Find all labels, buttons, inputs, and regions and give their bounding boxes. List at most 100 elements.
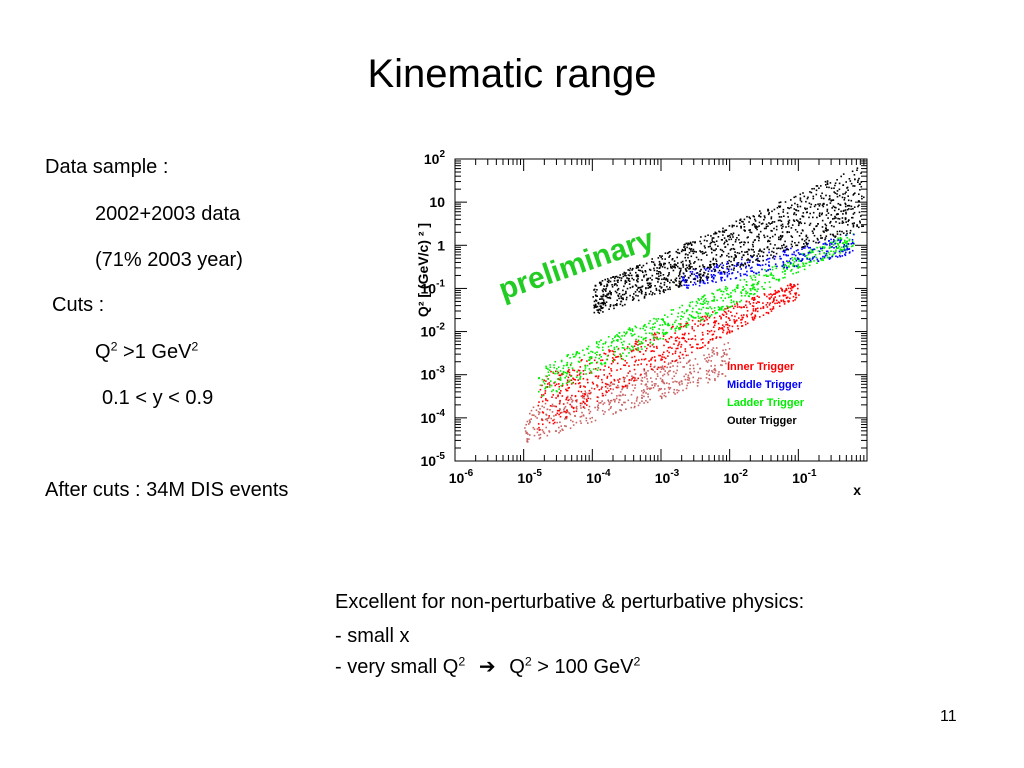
- outer-trigger-point: [648, 268, 651, 271]
- inner-trigger-point: [774, 302, 776, 305]
- ladder-trigger-point: [649, 341, 652, 344]
- outer-trigger-point: [629, 272, 632, 274]
- outer-trigger-point: [617, 281, 619, 283]
- outer-trigger-point: [766, 246, 769, 248]
- ladder-trigger-point: [569, 357, 571, 359]
- background-point: [647, 370, 649, 372]
- background-point: [694, 358, 697, 360]
- background-point: [686, 362, 688, 365]
- x-tick-label: 10-6: [449, 468, 474, 486]
- ladder-trigger-point: [648, 322, 650, 325]
- middle-trigger-point: [781, 265, 783, 267]
- inner-trigger-point: [545, 380, 547, 382]
- outer-trigger-point: [747, 236, 749, 238]
- outer-trigger-point: [714, 249, 716, 252]
- outer-trigger-point: [742, 254, 745, 257]
- background-point: [627, 399, 630, 402]
- inner-trigger-point: [789, 293, 792, 295]
- ladder-trigger-point: [705, 307, 708, 309]
- ladder-trigger-point: [570, 362, 573, 364]
- inner-trigger-point: [580, 359, 582, 362]
- inner-trigger-point: [584, 386, 586, 388]
- ladder-trigger-point: [722, 309, 725, 311]
- outer-trigger-point: [822, 203, 825, 205]
- ladder-trigger-point: [566, 364, 568, 366]
- background-point: [596, 386, 599, 388]
- ladder-trigger-point: [621, 335, 623, 337]
- outer-trigger-point: [715, 240, 718, 242]
- outer-trigger-point: [776, 206, 779, 209]
- outer-trigger-point: [786, 248, 788, 251]
- background-point: [574, 414, 576, 417]
- inner-trigger-point: [678, 341, 681, 343]
- inner-trigger-point: [538, 401, 540, 403]
- background-point: [542, 431, 545, 433]
- inner-trigger-point: [637, 377, 639, 380]
- inner-trigger-point: [622, 376, 625, 379]
- inner-trigger-point: [637, 364, 639, 366]
- background-point: [639, 402, 641, 404]
- ladder-trigger-point: [802, 263, 805, 265]
- inner-trigger-point: [766, 295, 768, 298]
- ladder-trigger-point: [596, 351, 598, 353]
- outer-trigger-point: [663, 263, 665, 266]
- ladder-trigger-point: [752, 283, 754, 286]
- outer-trigger-point: [818, 214, 821, 216]
- inner-trigger-point: [575, 400, 577, 402]
- outer-trigger-point: [655, 287, 658, 290]
- outer-trigger-point: [627, 277, 630, 280]
- ladder-trigger-point: [596, 354, 598, 356]
- background-point: [725, 354, 728, 356]
- background-point: [647, 395, 649, 398]
- inner-trigger-point: [650, 358, 653, 360]
- outer-trigger-point: [824, 238, 826, 241]
- ladder-trigger-point: [837, 237, 839, 240]
- outer-trigger-point: [822, 205, 825, 208]
- outer-trigger-point: [815, 185, 818, 187]
- ladder-trigger-point: [740, 299, 743, 302]
- middle-trigger-point: [724, 279, 726, 281]
- outer-trigger-point: [857, 205, 859, 208]
- background-point: [713, 353, 715, 355]
- background-point: [630, 393, 633, 396]
- legend-entry: Inner Trigger: [727, 361, 795, 373]
- inner-trigger-point: [601, 386, 603, 388]
- axis-ticks: [454, 159, 867, 462]
- background-point: [549, 409, 551, 411]
- outer-trigger-point: [736, 237, 738, 239]
- middle-trigger-point: [822, 243, 825, 245]
- middle-trigger-point: [849, 251, 851, 253]
- ladder-trigger-point: [837, 242, 839, 245]
- background-point: [681, 380, 683, 383]
- ladder-trigger-point: [694, 317, 696, 319]
- data-fraction: (71% 2003 year): [95, 249, 243, 271]
- outer-trigger-point: [858, 226, 860, 229]
- background-point: [532, 406, 535, 409]
- background-point: [634, 405, 636, 408]
- middle-trigger-point: [682, 279, 685, 281]
- outer-trigger-point: [667, 251, 670, 254]
- inner-trigger-point: [565, 398, 567, 401]
- inner-trigger-point: [546, 383, 549, 385]
- outer-trigger-point: [700, 251, 702, 253]
- inner-trigger-point: [694, 335, 697, 337]
- inner-trigger-point: [564, 410, 566, 413]
- outer-trigger-point: [739, 219, 742, 222]
- inner-trigger-point: [727, 328, 730, 331]
- outer-trigger-point: [637, 266, 640, 269]
- outer-trigger-point: [857, 181, 859, 183]
- outer-trigger-point: [627, 269, 629, 271]
- inner-trigger-point: [774, 296, 776, 298]
- outer-trigger-point: [758, 221, 761, 224]
- outer-trigger-point: [692, 250, 694, 252]
- ladder-trigger-point: [830, 250, 832, 252]
- ladder-trigger-point: [717, 308, 720, 311]
- inner-trigger-point: [776, 302, 778, 304]
- background-point: [553, 415, 555, 417]
- ladder-trigger-point: [616, 345, 618, 348]
- ladder-trigger-point: [617, 340, 619, 342]
- ladder-trigger-point: [549, 380, 552, 382]
- background-point: [566, 411, 569, 413]
- inner-trigger-point: [704, 315, 706, 318]
- outer-trigger-point: [845, 211, 847, 214]
